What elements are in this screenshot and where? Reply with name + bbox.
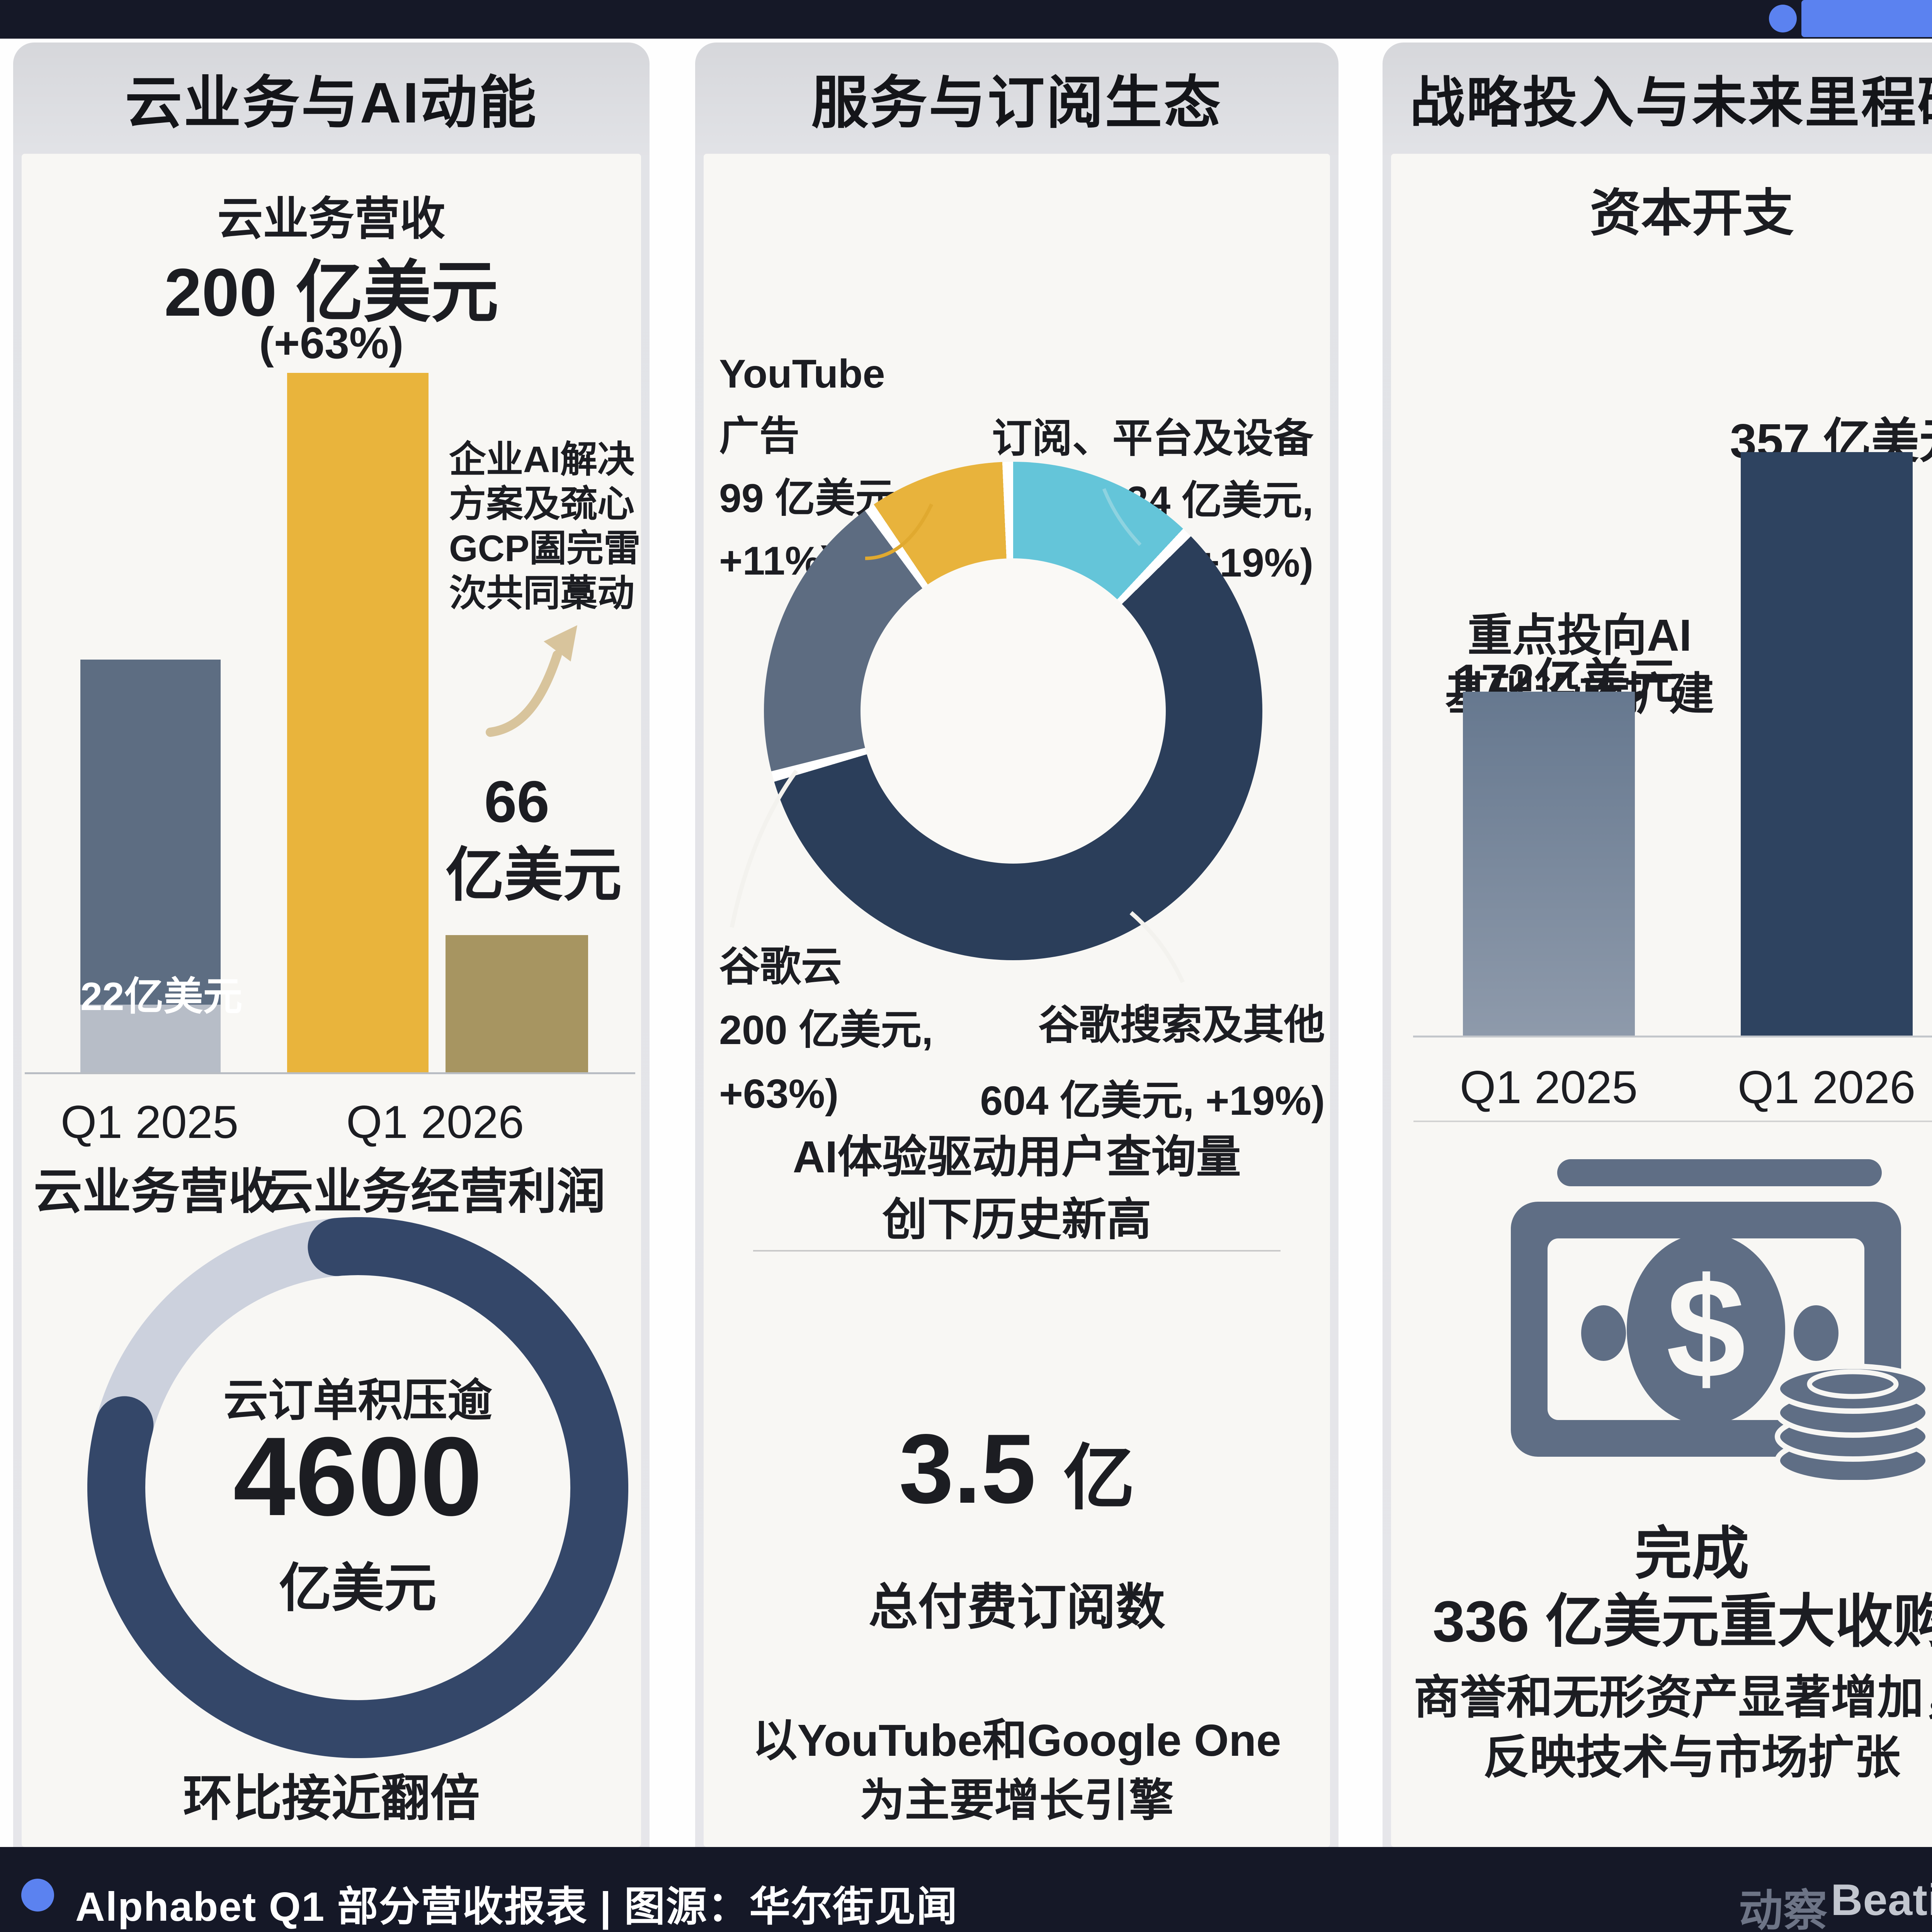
bar-2025-value-label: 22亿美元 [80, 975, 243, 1019]
capex-axis-baseline [1413, 1036, 1932, 1037]
footer-logo-en: Beating [1831, 1876, 1932, 1925]
top-bar [0, 0, 1932, 39]
bar-cloud-revenue-2026 [287, 373, 429, 1072]
profit-value-number: 66 [484, 769, 550, 835]
card-title-strategy: 战略投入与未来里程碑 [1410, 72, 1932, 134]
footer-caption: Alphabet Q1 部分营收报表 | 图源：华尔街见闻 [75, 1884, 958, 1930]
x-label-cloud-revenue: 云业务营收 [34, 1164, 277, 1219]
gauge-title: 云订单积压逾 [223, 1375, 492, 1425]
footer-logo-cn: 动察 [1739, 1886, 1828, 1932]
annotation-line: 㳄共同藁动 [449, 572, 634, 614]
capex-note-line1: 重点投向AI [1468, 610, 1692, 660]
gauge-value: 4600 [233, 1414, 483, 1539]
cloud-revenue-growth: (+63%) [259, 318, 404, 368]
cash-coins-icon: $ [1511, 1159, 1931, 1480]
enterprise-ai-annotation: 企业AI解决 方案及巯心 GCP圔完雷 㳄共同藁动 [449, 437, 650, 616]
x-label-q1-2025: Q1 2025 [60, 1096, 239, 1148]
svg-text:$: $ [1666, 1248, 1746, 1408]
card-cloud-ai: 云业务与AI动能 云业务营收 200 亿美元 (+63%) 企业AI解决 方案及… [13, 43, 650, 1847]
callout-youtube-line: 广告 [719, 414, 800, 459]
subscribers-note-line2: 为主要增长引擎 [860, 1775, 1174, 1825]
capex-title: 资本开支 [1590, 185, 1794, 242]
acq-line4: 反映技术与市场扩张 [1483, 1731, 1901, 1783]
card-services-header: 服务与订阅生态 [695, 43, 1338, 153]
acq-line3: 商誉和无形资产显著增加， [1413, 1672, 1932, 1723]
annotation-line: 企业AI解决 [449, 439, 634, 480]
callout-search-line: 604 亿美元, +19%) [980, 1078, 1325, 1124]
backlog-gauge-ring [87, 1217, 628, 1758]
gauge-note: 环比接近翻倍 [183, 1771, 480, 1826]
callout-google-cloud: 谷歌云 200 亿美元, +63%) [719, 935, 933, 1126]
acq-line2: 336 亿美元重大收购 [1432, 1589, 1932, 1654]
card-services-body [704, 154, 1330, 1847]
x-label-q1-2026: Q1 2026 [346, 1096, 524, 1148]
subscribers-number: 3.5 [899, 1414, 1036, 1524]
card-title-cloud-ai: 云业务与AI动能 [125, 71, 538, 135]
section-divider [1413, 1121, 1932, 1122]
callout-subs-line: 订阅、平台及设备 [992, 416, 1313, 461]
bar-cloud-profit-2026 [446, 935, 588, 1072]
subscribers-value: 3.5 亿 [695, 1412, 1338, 1526]
bar-cloud-revenue-2025: 22亿美元 [80, 660, 243, 1072]
donut-hole [861, 558, 1166, 864]
callout-cloud-line: 谷歌云 [719, 944, 842, 990]
profit-value-unit: 亿美元 [446, 842, 622, 908]
callout-search-line: 谷歌搜索及其他 [1038, 1002, 1325, 1048]
axis-baseline [25, 1072, 635, 1074]
callout-cloud-line: +63%) [719, 1071, 839, 1117]
profit-value-label: 66 亿美元 [446, 765, 622, 912]
annotation-line: 方案及巯心 [449, 483, 634, 525]
cloud-revenue-label: 云业务营收 [217, 194, 446, 245]
ai-query-note-line1: AI体验驱动用户查询量 [793, 1132, 1241, 1182]
blue-tab-icon [1801, 0, 1932, 37]
card-strategy: 战略投入与未来里程碑 资本开支 357 亿美元 重点投向AI 基础设施扩建 17… [1383, 43, 1932, 1847]
footer-bar [0, 1847, 1932, 1932]
x-label-cloud-profit: 云业务经营利润 [265, 1164, 605, 1219]
subscribers-unit: 亿 [1063, 1439, 1135, 1518]
section-divider [753, 1250, 1281, 1252]
acq-line1: 完成 [1634, 1522, 1749, 1586]
callout-youtube-line: YouTube [719, 352, 885, 396]
blue-dot-icon [1769, 5, 1797, 32]
ai-query-note-line2: 创下历史新高 [882, 1194, 1151, 1245]
cloud-revenue-value: 200 亿美元 [164, 255, 499, 330]
bar-capex-2026 [1741, 452, 1913, 1036]
gauge-unit: 亿美元 [279, 1559, 437, 1617]
card-services: 服务与订阅生态 YouTube 广告 99 亿美元, +11%) 订阅、平台及设… [695, 43, 1338, 1847]
callout-cloud-line: 200 亿美元, [719, 1007, 933, 1053]
growth-arrow-icon [486, 625, 577, 737]
annotation-line: GCP圔完雷 [449, 528, 641, 570]
card-strategy-header: 战略投入与未来里程碑 [1383, 43, 1932, 153]
subscribers-note-line1: 以YouTube和Google One [752, 1715, 1281, 1765]
bar-capex-2025 [1463, 692, 1635, 1036]
subscribers-label: 总付费订阅数 [868, 1580, 1165, 1635]
card-cloud-ai-header: 云业务与AI动能 [13, 43, 650, 153]
donut-callout-lines [730, 488, 1185, 983]
card-title-services: 服务与订阅生态 [811, 71, 1223, 135]
callout-google-search: 谷歌搜索及其他 604 亿美元, +19%) [904, 987, 1325, 1139]
footer-blue-dot-icon [21, 1879, 54, 1912]
capex-x-2026: Q1 2026 [1737, 1061, 1916, 1113]
capex-x-2025: Q1 2025 [1459, 1061, 1638, 1113]
